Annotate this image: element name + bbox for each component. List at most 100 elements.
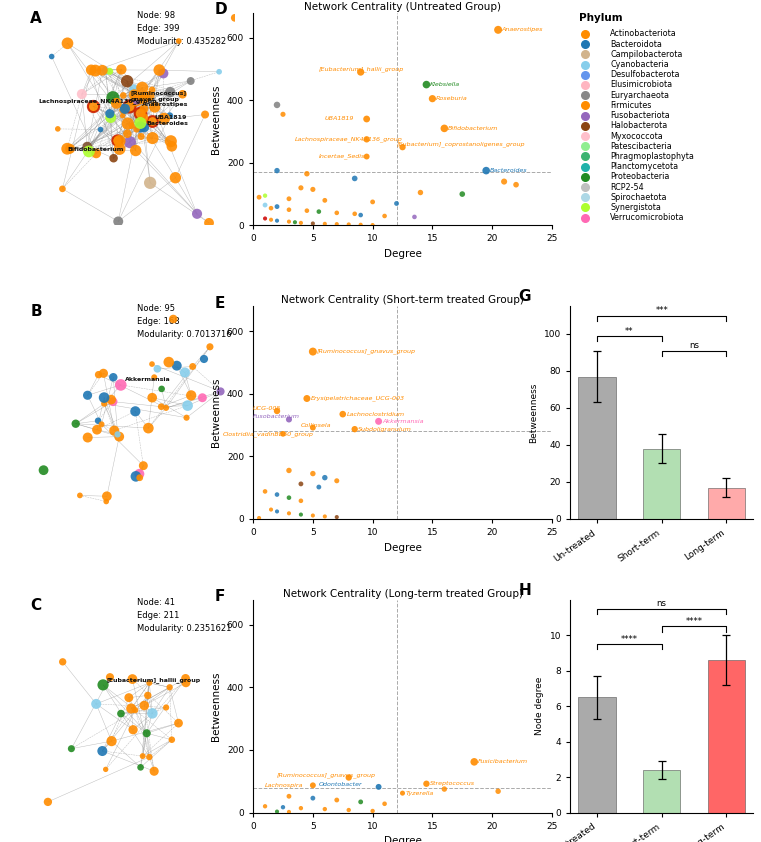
Point [90,147,102,160]
Text: ****: **** [621,635,638,643]
Point [361,112,373,125]
Text: Anaerostipes: Anaerostipes [501,27,543,32]
Point [283,413,295,426]
Point [164,109,176,122]
Point [378,210,390,223]
Text: **: ** [625,327,634,335]
Point [378,797,390,811]
Text: Node: 98
Edge: 399
Modularity: 0.435282: Node: 98 Edge: 399 Modularity: 0.435282 [136,10,226,46]
Point [92,414,104,428]
Point [116,109,129,122]
Point [70,417,82,430]
Point [155,400,167,413]
Point [138,92,150,105]
Point [277,427,289,440]
Text: Bacteroides: Bacteroides [490,168,527,173]
Point [142,689,154,702]
Point [42,795,54,808]
Point [143,89,155,103]
Point [295,802,307,815]
Point [409,210,421,224]
Point [468,755,480,769]
Point [313,205,325,218]
Point [107,152,119,165]
Text: Lachnospiraceae_NK4A136_group: Lachnospiraceae_NK4A136_group [295,136,403,142]
Point [94,123,107,136]
Point [138,102,150,115]
Point [180,676,192,690]
Point [97,678,109,691]
Point [146,706,158,720]
Text: Node: 95
Edge: 168
Modularity: 0.7013716: Node: 95 Edge: 168 Modularity: 0.7013716 [136,304,231,339]
Point [103,107,116,120]
Point [148,100,161,114]
Point [166,140,178,153]
Text: Proteobacteria: Proteobacteria [610,173,670,181]
Point [97,366,110,380]
Point [160,401,172,414]
Point [271,805,283,818]
Point [198,352,210,365]
X-axis label: Degree: Degree [384,249,422,259]
Point [228,11,240,24]
Point [100,64,112,77]
Point [117,88,129,102]
Text: Roseburia: Roseburia [436,96,468,101]
Point [283,491,295,504]
Point [253,511,265,525]
Point [301,392,313,405]
Point [396,141,409,154]
Point [135,120,147,134]
Point [307,779,319,792]
Text: Halobacterota: Halobacterota [610,121,667,131]
Point [307,509,319,522]
Point [355,66,367,79]
Point [295,181,307,195]
Text: G: G [519,289,531,304]
Text: D: D [215,2,227,17]
Point [130,94,142,108]
Point [146,115,158,128]
Point [173,35,185,48]
Point [204,340,216,354]
Point [56,182,68,195]
Point [81,431,94,445]
Text: Tyzerella: Tyzerella [406,791,435,796]
Title: Network Centrality (Short-term treated Group): Network Centrality (Short-term treated G… [281,296,524,306]
Point [146,83,158,97]
Text: Node: 41
Edge: 211
Modularity: 0.2351621: Node: 41 Edge: 211 Modularity: 0.2351621 [136,598,231,633]
Point [301,204,313,217]
Point [271,504,283,518]
Point [492,23,505,36]
Point [307,421,319,434]
Point [167,312,180,326]
Text: Streptococcus: Streptococcus [430,781,475,786]
Point [319,802,331,816]
Text: Phylum: Phylum [579,13,622,23]
Point [295,216,307,230]
Point [426,92,438,105]
Point [83,145,95,158]
Text: Incertae_Sedis: Incertae_Sedis [319,154,365,159]
Text: UBA1819: UBA1819 [154,115,186,120]
Text: C: C [30,598,41,613]
Point [135,760,147,774]
Text: Actinobacteriota: Actinobacteriota [610,29,677,39]
Bar [578,376,616,519]
Text: F: F [215,589,224,605]
Text: Lachnoclostridium: Lachnoclostridium [346,412,404,417]
Text: Akkermansia: Akkermansia [382,418,424,424]
Y-axis label: Betweenness: Betweenness [212,671,221,741]
Point [164,680,176,694]
Point [331,474,343,488]
Point [283,464,295,477]
Point [271,200,283,213]
Point [87,99,99,113]
Point [199,108,211,121]
Point [420,777,432,791]
Point [349,172,361,185]
Point [129,703,142,717]
Point [125,701,137,715]
Point [420,77,432,91]
Point [64,142,76,156]
